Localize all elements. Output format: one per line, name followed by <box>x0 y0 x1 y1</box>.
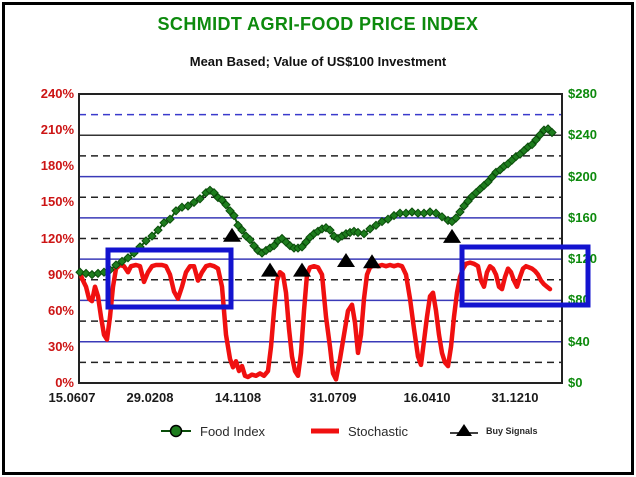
food-index-marker <box>171 206 181 216</box>
legend-item-buy-signals: Buy Signals <box>450 421 538 441</box>
food-index-marker <box>297 242 307 252</box>
legend-label-food-index: Food Index <box>200 423 266 439</box>
food-index-marker <box>117 256 127 267</box>
food-index-marker <box>147 231 157 241</box>
food-index-marker <box>459 201 469 211</box>
food-index-marker <box>487 172 497 182</box>
x-axis-tick: 29.0208 <box>126 390 174 405</box>
food-index-line <box>79 127 553 276</box>
legend-label-buy-signals: Buy Signals <box>486 426 538 436</box>
food-index-marker <box>195 194 205 204</box>
food-index-marker <box>141 236 151 246</box>
legend-item-stochastic: Stochastic <box>310 421 408 441</box>
right-axis-tick: $200 <box>568 168 597 184</box>
buy-signal-triangle <box>223 227 241 242</box>
stochastic-line <box>77 260 553 382</box>
food-index-marker <box>153 225 163 235</box>
food-index-marker <box>183 201 193 211</box>
left-axis-tick: 210% <box>40 122 74 138</box>
food-index-marker <box>249 240 259 251</box>
food-index-marker <box>437 212 447 222</box>
food-index-marker <box>325 225 335 235</box>
legend: Food Index Stochastic Buy Signals <box>0 421 636 443</box>
food-index-marker <box>383 214 393 224</box>
left-axis-tick: 90% <box>47 266 74 282</box>
buy-signal-triangle <box>363 254 381 269</box>
chart-title: SCHMIDT AGRI-FOOD PRICE INDEX <box>157 14 479 34</box>
food-index-marker <box>359 228 369 239</box>
food-index-marker <box>431 208 441 218</box>
food-index-marker <box>165 214 175 224</box>
x-axis-tick: 16.0410 <box>403 390 451 405</box>
food-index-marker <box>245 234 255 245</box>
food-index-marker <box>237 225 247 235</box>
buy-signals-marker-icon <box>450 424 478 436</box>
food-index-marker <box>531 135 541 145</box>
x-axis-tick: 31.0709 <box>309 390 357 405</box>
left-axis-tick: 150% <box>40 194 74 210</box>
food-index-marker <box>527 139 537 150</box>
x-axis-tick: 15.0607 <box>48 390 96 405</box>
food-index-marker <box>425 207 435 217</box>
buy-signal-triangle <box>293 262 311 277</box>
food-index-marker <box>75 267 85 277</box>
buy-signal-triangle <box>443 228 461 243</box>
food-index-marker <box>451 213 461 223</box>
food-index-marker <box>233 220 243 231</box>
buy-signal-triangle <box>261 262 279 277</box>
highlight-box <box>459 244 591 308</box>
x-axis-tick: 31.1210 <box>491 390 539 405</box>
right-axis-tick: $0 <box>568 375 583 390</box>
food-index-marker <box>547 127 557 138</box>
chart-subtitle: Mean Based; Value of US$100 Investment <box>189 54 447 69</box>
left-axis-tick: 180% <box>40 158 74 174</box>
food-index-marker <box>159 218 169 228</box>
x-axis-tick: 14.1108 <box>214 390 262 405</box>
food-index-marker <box>189 197 199 208</box>
stochastic-marker-icon <box>311 428 339 434</box>
food-index-marker <box>463 196 473 206</box>
food-index-marker <box>301 237 311 247</box>
food-index-marker <box>209 187 219 198</box>
left-axis-tick: 120% <box>40 230 74 246</box>
legend-item-food-index: Food Index <box>160 421 265 441</box>
food-index-marker <box>81 268 91 279</box>
right-axis-tick: $240 <box>568 127 597 143</box>
legend-label-stochastic: Stochastic <box>348 423 408 439</box>
plot-border <box>78 93 563 384</box>
right-axis-tick: $160 <box>568 209 597 225</box>
highlight-box <box>105 247 234 310</box>
food-index-marker <box>229 210 239 221</box>
food-index-marker <box>371 220 381 231</box>
food-index-marker <box>535 130 545 140</box>
food-index-marker <box>269 240 279 251</box>
food-index-marker <box>455 207 465 217</box>
food-index-marker <box>123 253 133 263</box>
left-axis-tick: 30% <box>47 338 74 354</box>
food-index-marker <box>225 206 235 216</box>
left-axis-tick: 60% <box>47 302 74 318</box>
food-index-marker-icon <box>161 424 191 438</box>
food-index-marker <box>217 195 227 205</box>
food-index-marker <box>111 260 121 270</box>
left-axis-tick: 240% <box>40 86 74 101</box>
food-index-marker <box>353 227 363 238</box>
food-index-marker <box>221 200 231 210</box>
food-index-marker <box>407 207 417 217</box>
food-index-marker <box>365 224 375 234</box>
buy-signal-triangle <box>337 253 355 267</box>
right-axis-tick: $280 <box>568 86 597 101</box>
right-axis-tick: $40 <box>568 333 590 349</box>
food-index-marker <box>483 177 493 187</box>
left-axis-tick: 0% <box>55 375 74 390</box>
